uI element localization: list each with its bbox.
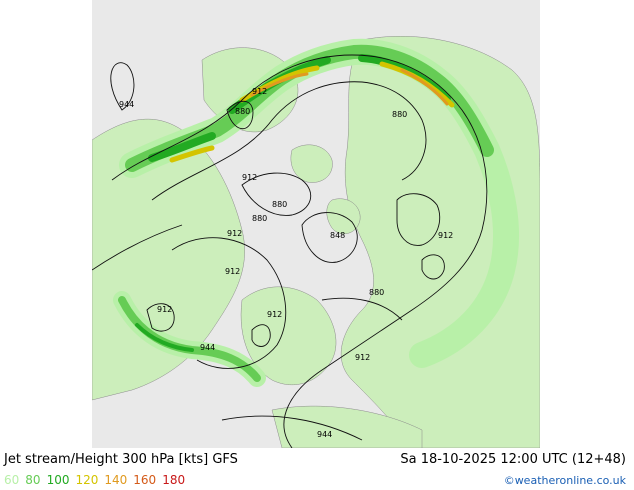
speed-legend: 60 80 100 120 140 160 180 [4, 473, 191, 487]
legend-value: 80 [25, 473, 41, 487]
contour-label: 944 [317, 430, 332, 439]
legend-value: 180 [162, 473, 186, 487]
contour-label: 880 [369, 288, 384, 297]
credit-link[interactable]: ©weatheronline.co.uk [503, 474, 626, 487]
product-title: Jet stream/Height 300 hPa [kts] GFS [4, 452, 238, 467]
map-canvas: 944 912 880 880 912 880 880 912 848 912 … [92, 0, 540, 448]
map-footer: Jet stream/Height 300 hPa [kts] GFS Sa 1… [0, 448, 634, 490]
contour-labels: 944 912 880 880 912 880 880 912 848 912 … [119, 87, 453, 439]
contour-label: 944 [200, 343, 215, 352]
jet-stream-map: 944 912 880 880 912 880 880 912 848 912 … [92, 0, 540, 448]
legend-value: 160 [133, 473, 157, 487]
contour-label: 880 [272, 200, 287, 209]
contour-label: 912 [355, 353, 370, 362]
legend-value: 60 [4, 473, 20, 487]
contour-label: 912 [438, 231, 453, 240]
contour-label: 912 [242, 173, 257, 182]
contour-label: 944 [119, 100, 134, 109]
contour-label: 912 [227, 229, 242, 238]
contour-label: 848 [330, 231, 345, 240]
contour-label: 912 [157, 305, 172, 314]
jet-stream-bands [113, 38, 519, 387]
legend-value: 120 [75, 473, 99, 487]
valid-time: Sa 18-10-2025 12:00 UTC (12+48) [400, 452, 626, 467]
legend-value: 100 [46, 473, 70, 487]
contour-label: 912 [252, 87, 267, 96]
legend-value: 140 [104, 473, 128, 487]
contour-label: 880 [392, 110, 407, 119]
contour-label: 912 [225, 267, 240, 276]
contour-label: 880 [252, 214, 267, 223]
contour-label: 912 [267, 310, 282, 319]
contour-label: 880 [235, 107, 250, 116]
height-contours [92, 54, 488, 448]
